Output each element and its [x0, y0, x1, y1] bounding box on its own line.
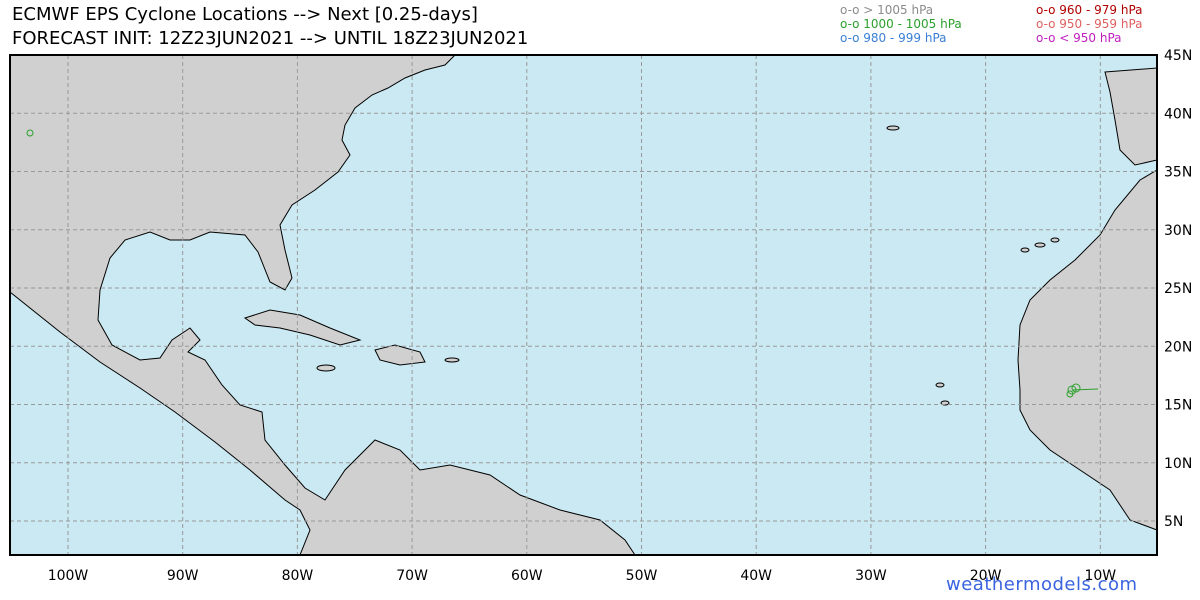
- lat-label: 5N: [1164, 514, 1183, 530]
- lat-label: 15N: [1164, 398, 1192, 414]
- lon-label: 10W: [1084, 568, 1116, 584]
- lon-label: 60W: [511, 568, 543, 584]
- lon-label: 20W: [970, 568, 1002, 584]
- island: [1050, 237, 1060, 243]
- legend-entry: o-o 980 - 999 hPa: [840, 31, 947, 45]
- lat-label: 45N: [1164, 48, 1192, 64]
- puerto-rico: [444, 357, 460, 363]
- cyclone-marker: [1066, 390, 1074, 398]
- cyclone-track: [1071, 388, 1099, 391]
- lon-label: 80W: [282, 568, 314, 584]
- watermark: weathermodels.com: [946, 574, 1138, 595]
- graticule: [10, 55, 1157, 555]
- subtitle: FORECAST INIT: 12Z23JUN2021 --> UNTIL 18…: [12, 28, 529, 49]
- lon-label: 50W: [626, 568, 658, 584]
- legend-entry: o-o < 950 hPa: [1036, 31, 1122, 45]
- island: [935, 382, 945, 388]
- lon-label: 70W: [396, 568, 428, 584]
- africa: [1017, 169, 1158, 531]
- island: [886, 125, 900, 131]
- lat-label: 20N: [1164, 339, 1192, 355]
- legend-entry: o-o 960 - 979 hPa: [1036, 3, 1143, 17]
- title: ECMWF EPS Cyclone Locations --> Next [0.…: [12, 4, 478, 25]
- lon-label: 90W: [167, 568, 199, 584]
- jamaica: [316, 364, 336, 372]
- lat-label: 35N: [1164, 165, 1192, 181]
- island: [1034, 242, 1046, 248]
- lon-label: 40W: [740, 568, 772, 584]
- lon-label: 100W: [48, 568, 89, 584]
- legend-entry: o-o > 1005 hPa: [840, 3, 934, 17]
- cyclone-tracks: [26, 129, 1099, 398]
- cuba: [243, 309, 362, 346]
- lon-label: 30W: [855, 568, 887, 584]
- island: [1020, 247, 1030, 253]
- cyclone-marker: [1071, 383, 1081, 393]
- lat-label: 30N: [1164, 223, 1192, 239]
- legend-entry: o-o 1000 - 1005 hPa: [840, 17, 962, 31]
- lat-label: 40N: [1164, 106, 1192, 122]
- lat-label: 10N: [1164, 456, 1192, 472]
- cyclone-marker: [26, 129, 34, 137]
- map-frame: [9, 54, 1158, 556]
- legend-entry: o-o 950 - 959 hPa: [1036, 17, 1143, 31]
- lat-label: 25N: [1164, 281, 1192, 297]
